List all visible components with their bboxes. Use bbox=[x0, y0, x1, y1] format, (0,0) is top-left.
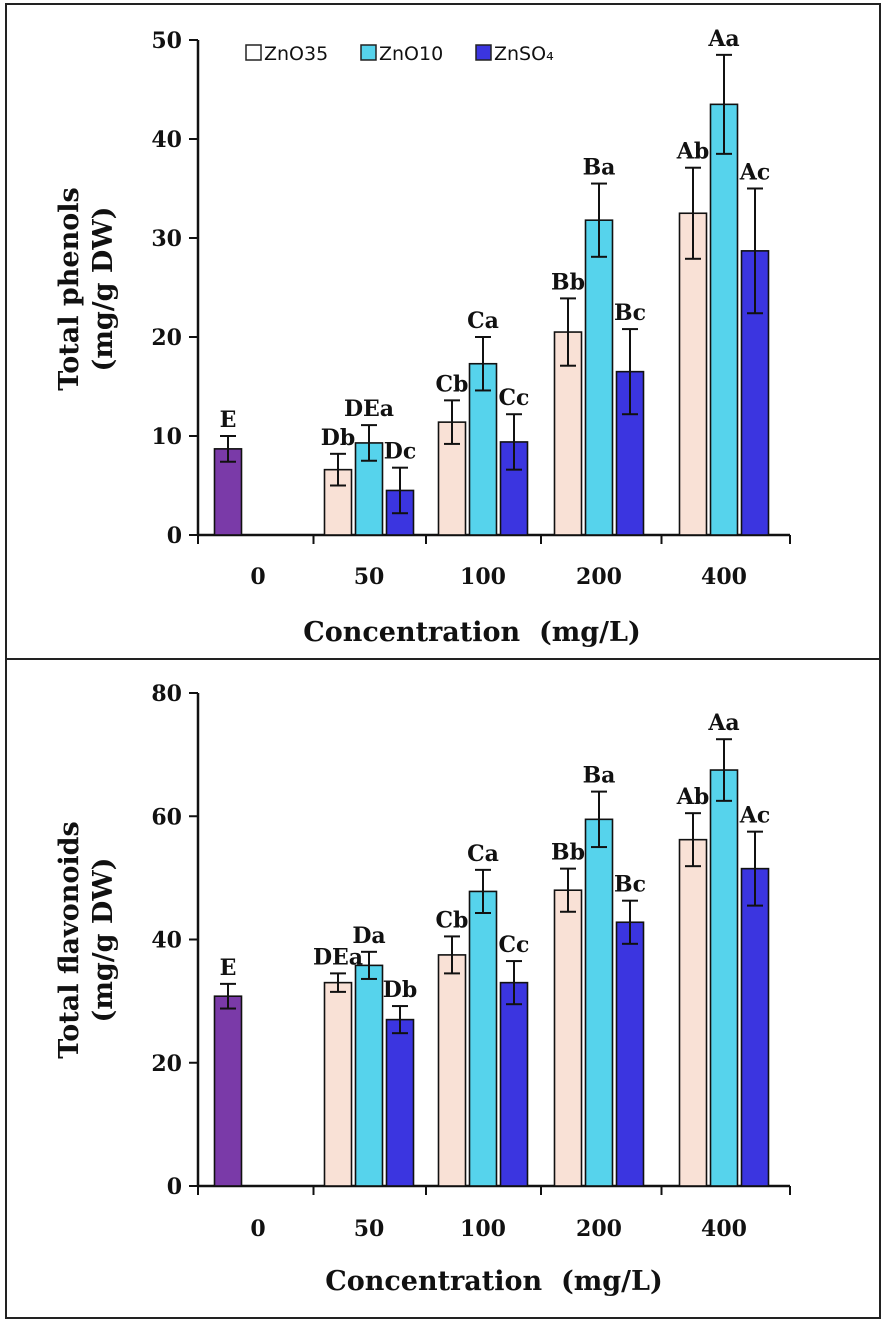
flavonoids-y-axis-title-line1: Total flavonoids bbox=[54, 821, 85, 1058]
phenols-x-tick-label: 400 bbox=[701, 564, 747, 590]
phenols-bar-zno10-400 bbox=[709, 103, 739, 536]
phenols-x-tick-label: 200 bbox=[576, 564, 622, 590]
phenols-y-axis-title-line2: (mg/g DW) bbox=[88, 207, 119, 372]
flavonoids-bar-zno35-200 bbox=[553, 889, 583, 1187]
phenols-chart: Total phenols (mg/g DW) Concentration (m… bbox=[54, 26, 791, 648]
flavonoids-x-tick-label: 50 bbox=[354, 1216, 385, 1242]
flavonoids-bar-zno10-400 bbox=[709, 769, 739, 1187]
flavonoids-significance-label: Aa bbox=[707, 710, 739, 736]
phenols-significance-label: Bc bbox=[614, 300, 646, 326]
phenols-significance-label: Dc bbox=[384, 439, 416, 465]
phenols-significance-label: Db bbox=[321, 425, 355, 451]
flavonoids-y-tick-label: 20 bbox=[151, 1051, 182, 1077]
phenols-significance-label: E bbox=[220, 407, 237, 433]
phenols-bar-zno35-400 bbox=[678, 212, 708, 536]
flavonoids-x-tick-label: 200 bbox=[576, 1216, 622, 1242]
flavonoids-bar-zno10-200 bbox=[584, 818, 614, 1187]
phenols-significance-label: Aa bbox=[707, 26, 739, 52]
phenols-significance-label: Ca bbox=[467, 308, 499, 334]
phenols-x-tick-label: 100 bbox=[460, 564, 506, 590]
flavonoids-chart: Total flavonoids (mg/g DW) Concentration… bbox=[54, 681, 791, 1297]
flavonoids-significance-label: Ca bbox=[467, 841, 499, 867]
phenols-y-axis-title-line1: Total phenols bbox=[54, 187, 85, 390]
legend-label-znso4: ZnSO₄ bbox=[494, 43, 554, 65]
legend-label-zno35: ZnO35 bbox=[264, 43, 328, 65]
flavonoids-y-tick-label: 60 bbox=[151, 804, 182, 830]
flavonoids-significance-label: Cc bbox=[499, 932, 530, 958]
flavonoids-bar-znso4-400 bbox=[740, 867, 770, 1187]
legend-swatch-znso4 bbox=[475, 44, 492, 61]
flavonoids-bar-znso4-200 bbox=[615, 921, 645, 1187]
flavonoids-significance-label: Da bbox=[352, 923, 385, 949]
flavonoids-y-tick-label: 0 bbox=[167, 1174, 182, 1200]
phenols-significance-label: Ac bbox=[739, 160, 770, 186]
phenols-x-tick-label: 50 bbox=[354, 564, 385, 590]
phenols-y-tick-label: 0 bbox=[167, 523, 182, 549]
phenols-y-tick-label: 10 bbox=[151, 424, 182, 450]
phenols-significance-label: Ab bbox=[676, 139, 709, 165]
phenols-y-tick-label: 30 bbox=[151, 226, 182, 252]
legend-label-zno10: ZnO10 bbox=[379, 43, 443, 65]
phenols-significance-label: Ba bbox=[583, 155, 616, 181]
legend: ZnO35 ZnO10 ZnSO₄ bbox=[245, 43, 554, 65]
flavonoids-bar-zno35-50 bbox=[323, 981, 353, 1187]
flavonoids-y-tick-label: 80 bbox=[151, 681, 182, 707]
flavonoids-x-tick-label: 0 bbox=[250, 1216, 265, 1242]
phenols-bar-zno10-100 bbox=[468, 362, 498, 536]
flavonoids-significance-label: Ac bbox=[739, 803, 770, 829]
flavonoids-bar-zno10-50 bbox=[354, 964, 384, 1187]
flavonoids-bar-znso4-100 bbox=[499, 981, 529, 1187]
phenols-y-tick-label: 50 bbox=[151, 28, 182, 54]
phenols-significance-label: Bb bbox=[551, 269, 585, 295]
flavonoids-x-axis-title: Concentration (mg/L) bbox=[325, 1266, 663, 1297]
flavonoids-x-tick-label: 100 bbox=[460, 1216, 506, 1242]
flavonoids-significance-label: Bc bbox=[614, 872, 646, 898]
flavonoids-y-axis-title-line2: (mg/g DW) bbox=[88, 858, 119, 1023]
phenols-bar-zno10-200 bbox=[584, 219, 614, 536]
flavonoids-y-tick-label: 40 bbox=[151, 928, 182, 954]
flavonoids-bar-zno10-100 bbox=[468, 890, 498, 1187]
flavonoids-significance-label: E bbox=[220, 955, 237, 981]
phenols-significance-label: DEa bbox=[344, 396, 394, 422]
flavonoids-significance-label: Cb bbox=[436, 907, 469, 933]
flavonoids-significance-label: Ba bbox=[583, 763, 616, 789]
flavonoids-bar-control bbox=[213, 995, 243, 1187]
flavonoids-significance-label: Bb bbox=[551, 840, 585, 866]
flavonoids-bar-zno35-100 bbox=[437, 954, 467, 1187]
phenols-y-tick-label: 40 bbox=[151, 127, 182, 153]
phenols-x-tick-label: 0 bbox=[250, 564, 265, 590]
flavonoids-x-tick-label: 400 bbox=[701, 1216, 747, 1242]
phenols-x-axis-title: Concentration (mg/L) bbox=[303, 617, 641, 648]
phenols-bar-znso4-400 bbox=[740, 250, 770, 536]
legend-swatch-zno35 bbox=[245, 44, 262, 61]
flavonoids-significance-label: Ab bbox=[676, 784, 709, 810]
phenols-significance-label: Cb bbox=[436, 371, 469, 397]
phenols-significance-label: Cc bbox=[499, 385, 530, 411]
flavonoids-bar-zno35-400 bbox=[678, 838, 708, 1187]
phenols-y-tick-label: 20 bbox=[151, 325, 182, 351]
legend-swatch-zno10 bbox=[360, 44, 377, 61]
flavonoids-bar-znso4-50 bbox=[385, 1018, 415, 1187]
figure-border bbox=[5, 3, 881, 1319]
flavonoids-significance-label: Db bbox=[383, 977, 417, 1003]
